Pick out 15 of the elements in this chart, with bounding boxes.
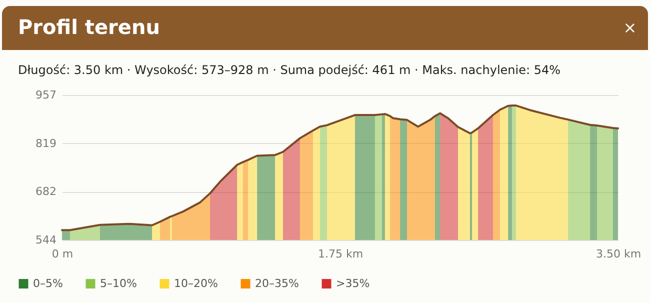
text: × — [623, 18, 637, 37]
legend-label: 0–5% — [33, 276, 63, 290]
chart-title: Profil terenu — [18, 15, 160, 39]
legend-label: 5–10% — [100, 276, 137, 290]
legend-label: >35% — [336, 276, 370, 290]
chart-subtitle: Długość: 3.50 km · Wysokość: 573–928 m · Suma podejść: 461 m · Maks. nachylenie: 54% — [18, 63, 561, 77]
y-tick-label: 682 — [36, 185, 56, 198]
legend-label: 20–35% — [255, 276, 299, 290]
x-tick-label: 3.50 km — [596, 248, 642, 260]
x-tick-label: 1.75 km — [318, 248, 364, 260]
x-tick-label: 0 m — [52, 248, 74, 260]
y-tick-label: 819 — [36, 136, 56, 150]
y-tick-label: 957 — [36, 88, 56, 102]
y-tick-label: 544 — [36, 234, 56, 246]
legend-label: 10–20% — [174, 276, 218, 290]
